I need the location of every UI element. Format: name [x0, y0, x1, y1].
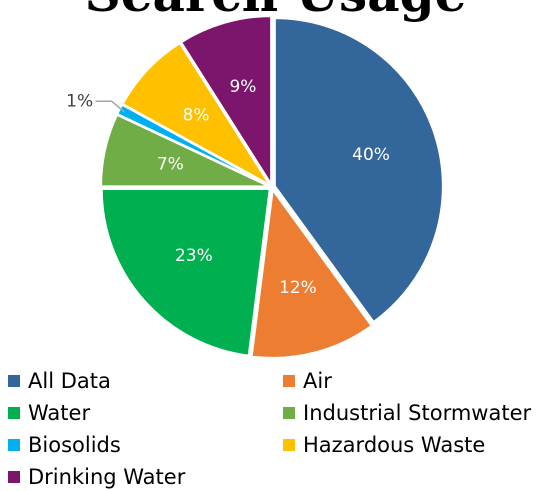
- legend-label: Drinking Water: [28, 465, 186, 489]
- legend-label: Water: [28, 401, 91, 425]
- data-label-water: 23%: [175, 246, 213, 266]
- pie-slice-drinking-water: [179, 15, 273, 188]
- pie-slice-hazardous-waste: [121, 41, 271, 186]
- data-label-industrial-stormwater: 7%: [157, 154, 184, 174]
- leader-line-biosolids: [95, 100, 125, 113]
- pie-slice-air: [250, 187, 373, 359]
- legend-item-all-data: All Data: [8, 369, 111, 393]
- legend-item-industrial-stormwater: Industrial Stormwater: [283, 401, 531, 425]
- legend-swatch: [8, 439, 20, 451]
- data-label-hazardous-waste: 8%: [183, 106, 210, 126]
- legend-swatch: [8, 471, 20, 483]
- data-label-all-data: 40%: [352, 145, 390, 165]
- data-label-drinking-water: 9%: [229, 77, 256, 97]
- pie-slice-all-data: [273, 17, 444, 324]
- data-label-biosolids: 1%: [66, 91, 93, 111]
- legend-label: Hazardous Waste: [303, 433, 486, 457]
- pie-slice-water: [100, 187, 271, 357]
- legend-item-biosolids: Biosolids: [8, 433, 121, 457]
- legend-swatch: [8, 375, 20, 387]
- legend-label: All Data: [28, 369, 111, 393]
- legend-label: Biosolids: [28, 433, 121, 457]
- data-label-air: 12%: [279, 278, 317, 298]
- legend-item-air: Air: [283, 369, 332, 393]
- legend-item-hazardous-waste: Hazardous Waste: [283, 433, 485, 457]
- legend-swatch: [8, 407, 20, 419]
- legend-item-drinking-water: Drinking Water: [8, 465, 185, 489]
- legend-label: Air: [303, 369, 332, 393]
- chart-title: Search Usage: [0, 0, 551, 23]
- legend-swatch: [283, 439, 295, 451]
- legend-item-water: Water: [8, 401, 90, 425]
- legend-swatch: [283, 407, 295, 419]
- legend-swatch: [283, 375, 295, 387]
- legend-label: Industrial Stormwater: [303, 401, 532, 425]
